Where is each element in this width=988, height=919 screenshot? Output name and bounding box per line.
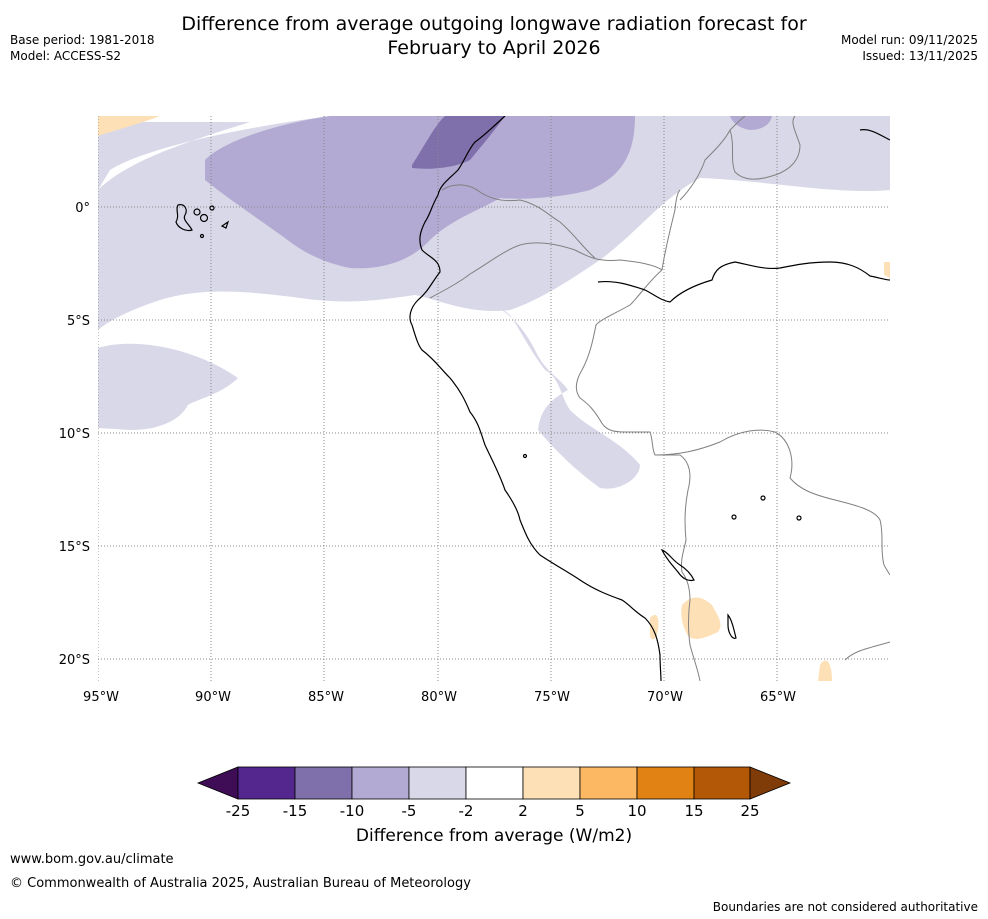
gridlines [98,116,890,681]
lon-label-70w: 70°W [647,690,683,705]
colorbar [196,766,792,800]
base-period: Base period: 1981-2018 [10,33,155,47]
border-peru-brazil [575,269,691,541]
model-name: Model: ACCESS-S2 [10,49,122,63]
colorbar-min-arrow [196,766,239,800]
colorbar-segment [408,766,467,800]
colorbar-segment [237,766,296,800]
galapagos-san-cristobal [220,220,230,229]
map-title: Difference from average outgoing longwav… [0,12,988,60]
colorbar-tick: -10 [339,802,365,820]
issued-date: Issued: 13/11/2025 [862,49,978,63]
colorbar-title: Difference from average (W/m2) [355,826,633,846]
lat-axis-labels: 0° 5°S 10°S 15°S 20°S [59,201,90,668]
amazon-river [597,261,890,303]
lake-rogaguado [760,495,766,501]
colorbar-tick-labels: -25 -15 -10 -5 -2 2 5 10 15 25 [0,802,988,822]
disclaimer-text: Boundaries are not considered authoritat… [712,900,978,914]
copyright-text: © Commonwealth of Australia 2025, Austra… [10,876,471,891]
galapagos-isabela [175,204,193,232]
colorbar-max-arrow [749,766,792,800]
galapagos-santa-cruz [199,213,209,223]
anomaly-orange-bolivia [681,597,721,639]
lon-label-90w: 90°W [195,690,231,705]
title-line-1: Difference from average outgoing longwav… [181,13,807,35]
map-area [98,116,890,681]
colorbar-segment [636,766,695,800]
colorbar-tick: -5 [401,802,417,820]
border-ecuador-peru [429,242,663,299]
lon-label-80w: 80°W [421,690,457,705]
lake-titicaca [660,548,695,582]
border-peru-bolivia [681,539,691,601]
border-colombia-venezuela [679,116,746,201]
lat-label-0: 0° [75,201,90,216]
colorbar-segment [693,766,751,800]
colorbar-tick: 5 [575,802,585,820]
anomaly-orange-east [884,262,890,278]
bolivia-lake-poopo [727,613,737,639]
colorbar-segment [579,766,638,800]
coastline-caribbean [859,129,890,141]
anomaly-orange-chile-coast [650,614,659,640]
galapagos-espanola [199,233,205,239]
border-bolivia-chile [688,599,701,681]
galapagos-genovesa [209,205,215,211]
anomaly-dark-purple [412,116,505,169]
lon-label-85w: 85°W [308,690,344,705]
lat-label-15s: 15°S [59,540,90,555]
lon-label-75w: 75°W [534,690,570,705]
meta-left: Base period: 1981-2018 Model: ACCESS-S2 [10,32,155,64]
country-borders [429,116,890,681]
model-run: Model run: 09/11/2025 [840,33,978,47]
colorbar-segment [351,766,410,800]
colorbar-segment [522,766,581,800]
lon-label-95w: 95°W [83,690,119,705]
colorbar-tick: 10 [627,802,647,820]
anomaly-light-purple-south-ocean [98,343,238,430]
meta-right: Model run: 09/11/2025 Issued: 13/11/2025 [841,32,978,64]
border-colombia-brazil [661,189,681,271]
colorbar-tick: -25 [225,802,251,820]
lat-label-10s: 10°S [59,427,90,442]
colorbar-tick: -2 [458,802,474,820]
title-line-2: February to April 2026 [387,37,601,59]
anomaly-medium-purple [205,116,635,269]
colorbar-segment [465,766,524,800]
coastline-pacific [409,116,662,681]
lon-label-65w: 65°W [760,690,796,705]
anomaly-orange-nw [98,116,160,136]
lat-label-20s: 20°S [59,653,90,668]
lake-bolivia-2 [796,515,802,521]
colorbar-tick: 2 [518,802,528,820]
border-colombia-ecuador [441,184,596,259]
galapagos-santiago [193,208,201,216]
border-venezuela-guyana [729,116,801,180]
coastlines [175,116,890,681]
website-link[interactable]: www.bom.gov.au/climate [10,852,174,867]
anomaly-light-purple-andes [455,220,640,489]
colorbar-tick: -15 [282,802,308,820]
lat-label-5s: 5°S [67,314,90,329]
colorbar-tick: 15 [684,802,704,820]
border-paraguay-argentina [844,641,890,661]
lake-peru [522,453,528,459]
lon-axis-labels: 95°W 90°W 85°W 80°W 75°W 70°W 65°W [83,690,796,705]
lake-bolivia-1 [731,514,737,520]
anomaly-orange-se [818,660,832,681]
colorbar-segment [294,766,353,800]
border-bolivia-brazil [654,429,890,576]
colorbar-tick: 25 [740,802,760,820]
